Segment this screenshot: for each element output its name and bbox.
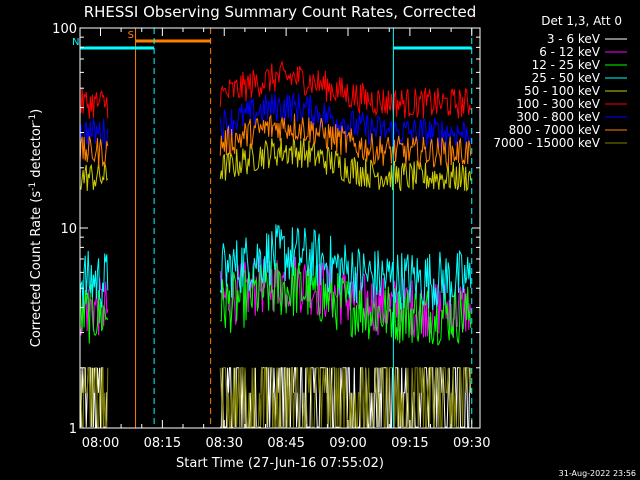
legend-title: Det 1,3, Att 0 xyxy=(541,14,622,28)
series-4-line xyxy=(79,137,472,192)
series-8-line xyxy=(79,367,472,428)
legend-entry-7: 800 - 7000 keV xyxy=(509,123,601,137)
legend-entry-1: 6 - 12 keV xyxy=(539,45,601,59)
y-tick-label: 1 xyxy=(69,422,77,437)
legend-entry-0: 3 - 6 keV xyxy=(547,32,601,46)
series-5-line xyxy=(79,59,472,119)
marker-0-label: S xyxy=(128,30,134,41)
x-tick-label: 08:00 xyxy=(82,436,119,451)
y-axis: 1 10 100 xyxy=(52,22,480,437)
legend-entry-2: 12 - 25 keV xyxy=(532,58,601,72)
series-6-line xyxy=(79,93,472,149)
x-tick-label: 09:15 xyxy=(391,436,428,451)
x-tick-label: 08:15 xyxy=(144,436,181,451)
x-axis: 08:00 08:15 08:30 08:45 09:00 09:15 09:30 xyxy=(82,28,490,451)
y-tick-label: 100 xyxy=(52,22,77,37)
series-7-line xyxy=(79,113,472,169)
marker-1-label: N xyxy=(72,37,79,48)
chart-title: RHESSI Observing Summary Count Rates, Co… xyxy=(84,3,477,21)
plot-area: SN xyxy=(72,28,473,428)
legend-entry-4: 50 - 100 keV xyxy=(524,84,601,98)
x-tick-label: 09:30 xyxy=(453,436,490,451)
legend-entry-6: 300 - 800 keV xyxy=(516,110,600,124)
timestamp: 31-Aug-2022 23:56 xyxy=(559,469,636,478)
legend-entry-5: 100 - 300 keV xyxy=(516,97,600,111)
y-tick-label: 10 xyxy=(60,222,77,237)
legend-entry-3: 25 - 50 keV xyxy=(532,71,601,85)
y-axis-label: Corrected Count Rate (s-1 detector-1) xyxy=(28,109,44,347)
x-tick-label: 09:00 xyxy=(329,436,366,451)
series-2-line xyxy=(79,260,472,346)
x-tick-label: 08:30 xyxy=(206,436,243,451)
legend-entry-8: 7000 - 15000 keV xyxy=(493,136,600,150)
x-tick-label: 08:45 xyxy=(267,436,304,451)
x-axis-label: Start Time (27-Jun-16 07:55:02) xyxy=(176,456,384,471)
series-3-line xyxy=(79,224,472,311)
